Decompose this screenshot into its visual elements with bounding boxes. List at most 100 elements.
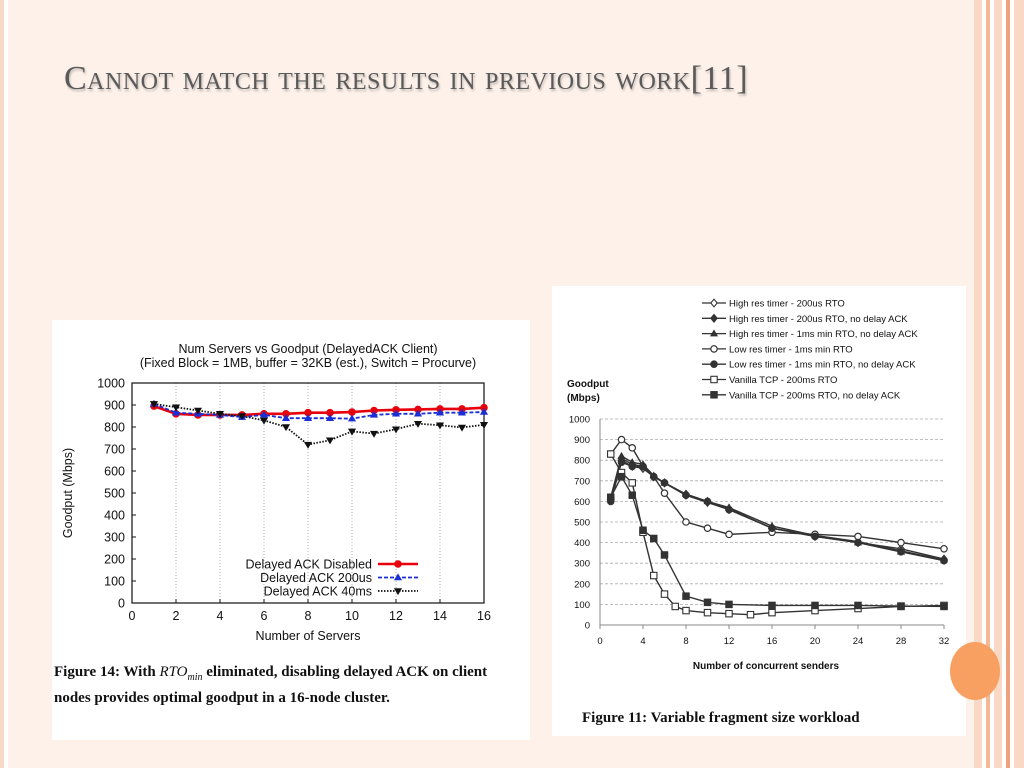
slide-title: Cannot match the results in previous wor… [64,60,749,97]
legend-label: Vanilla TCP - 200ms RTO, no delay ACK [729,390,901,401]
y-axis-label: (Mbps) [567,393,600,404]
data-point [479,422,489,429]
figure-11-caption: Figure 11: Variable fragment size worklo… [582,710,860,726]
data-point [391,426,401,434]
legend-label: Delayed ACK 200us [260,571,372,585]
data-point [682,592,690,600]
x-tick-label: 0 [597,636,602,647]
y-tick-label: 0 [585,621,590,632]
y-tick-label: 600 [574,497,590,508]
series-line [610,438,945,550]
right-edge-stripe-3 [994,0,1002,768]
x-tick-label: 16 [477,609,491,623]
data-point [811,532,819,541]
y-tick-label: 500 [574,518,590,529]
caption-prefix: Figure 14: With [54,664,160,680]
data-point [606,450,615,458]
legend-label: Delayed ACK 40ms [264,585,372,599]
data-point [703,524,712,532]
data-point [854,538,862,547]
data-point [617,472,626,481]
x-tick-label: 20 [810,636,821,647]
right-edge-stripe-5 [1014,0,1024,768]
data-point [457,408,467,416]
data-point [628,444,637,452]
series-line [610,461,945,562]
data-point [617,458,626,467]
series-5 [606,458,948,565]
data-point [649,472,658,481]
data-point [682,491,690,500]
data-point [650,571,658,580]
data-point [725,505,733,514]
x-tick-label: 6 [261,609,268,623]
data-point [660,551,669,559]
y-axis-label: Goodput (Mbps) [61,448,75,538]
y-tick-label: 500 [104,487,125,501]
data-point [413,409,423,417]
data-point [940,602,948,611]
x-tick-label: 2 [173,609,180,623]
data-point [628,462,637,471]
data-point [171,408,181,416]
data-point [703,608,712,617]
data-point [650,534,658,543]
data-point [811,601,819,610]
series-line [153,403,485,420]
data-point [768,608,776,617]
legend-label: Delayed ACK Disabled [246,558,373,572]
series-line [610,453,945,616]
y-tick-label: 700 [574,476,590,487]
data-point [628,479,637,487]
data-point [259,417,269,425]
goodput-vs-senders-chart: High res timer - 200us RTO High res timer… [567,298,949,672]
data-point [617,435,626,444]
left-edge-stripe [0,0,4,768]
legend-marker [710,360,718,369]
decorative-circle [950,642,1000,700]
data-point [457,424,467,432]
data-point [606,493,615,502]
legend: High res timer - 200us RTO High res timer… [702,298,918,401]
y-tick-label: 300 [104,531,125,545]
right-edge-stripe-1 [974,0,982,768]
data-point [348,408,356,416]
legend-marker [710,391,718,399]
data-point [628,491,637,499]
x-tick-label: 8 [305,609,312,623]
data-point [303,441,313,449]
data-point [347,414,357,422]
legend-marker [393,588,403,596]
right-edge-stripe-2 [986,0,990,768]
data-point [854,601,862,610]
data-point [479,407,489,415]
data-point [369,430,379,438]
figure-14: Num Servers vs Goodput (DelayedACK Clien… [52,320,530,740]
data-point [369,410,379,418]
legend-marker [394,560,402,568]
y-tick-label: 100 [104,575,125,589]
x-tick-label: 24 [853,636,864,647]
legend-marker [710,298,718,308]
y-tick-label: 900 [574,435,590,446]
legend-marker [710,375,718,384]
series-line [610,457,945,561]
right-edge-stripe-4 [1006,0,1010,768]
data-point [725,600,733,609]
data-point [347,428,357,436]
x-tick-label: 8 [683,636,688,647]
data-point [725,530,733,539]
y-tick-label: 800 [574,456,590,467]
series-4 [606,435,948,553]
data-point [746,610,755,619]
chart-title: Num Servers vs Goodput (DelayedACK Clien… [178,342,437,356]
x-tick-label: 28 [896,636,907,647]
data-point [391,409,401,417]
data-point [149,401,159,409]
data-point [660,590,669,598]
legend-label: High res timer - 200us RTO, no delay ACK [729,314,908,325]
legend-marker [709,329,719,337]
data-point [617,451,626,459]
x-axis-label: Number of concurrent senders [693,661,840,672]
